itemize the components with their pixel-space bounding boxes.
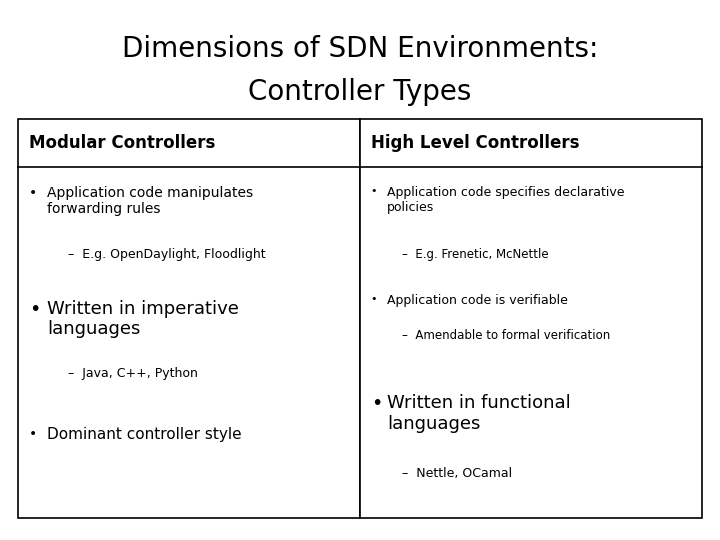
Text: Dominant controller style: Dominant controller style — [47, 427, 241, 442]
Text: •: • — [371, 186, 377, 197]
Text: Dimensions of SDN Environments:: Dimensions of SDN Environments: — [122, 35, 598, 63]
Text: Application code is verifiable: Application code is verifiable — [387, 294, 568, 307]
Text: Written in functional
languages: Written in functional languages — [387, 394, 571, 433]
Text: –  Java, C++, Python: – Java, C++, Python — [68, 367, 198, 380]
Text: –  Nettle, OCamal: – Nettle, OCamal — [402, 467, 512, 480]
Text: Modular Controllers: Modular Controllers — [29, 134, 215, 152]
Text: •: • — [29, 300, 40, 319]
Text: Application code manipulates
forwarding rules: Application code manipulates forwarding … — [47, 186, 253, 217]
Text: Written in imperative
languages: Written in imperative languages — [47, 300, 238, 339]
Text: –  Amendable to formal verification: – Amendable to formal verification — [402, 329, 610, 342]
Text: –  E.g. Frenetic, McNettle: – E.g. Frenetic, McNettle — [402, 248, 549, 261]
Text: –  E.g. OpenDaylight, Floodlight: – E.g. OpenDaylight, Floodlight — [68, 248, 266, 261]
Bar — [18, 119, 360, 518]
Text: •: • — [29, 427, 37, 441]
Text: •: • — [29, 186, 37, 200]
Text: Application code specifies declarative
policies: Application code specifies declarative p… — [387, 186, 625, 214]
Text: High Level Controllers: High Level Controllers — [371, 134, 580, 152]
Bar — [360, 119, 702, 518]
Text: •: • — [371, 394, 382, 413]
Text: •: • — [371, 294, 377, 305]
Text: Controller Types: Controller Types — [248, 78, 472, 106]
